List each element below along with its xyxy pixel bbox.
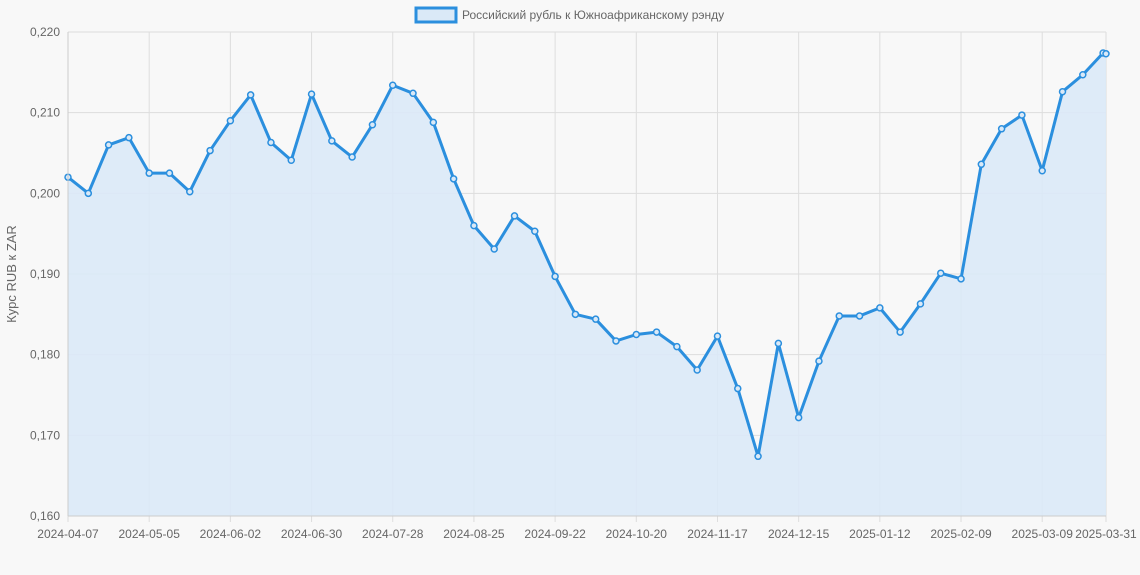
y-tick-label: 0,170	[30, 428, 60, 442]
data-point	[794, 413, 803, 422]
x-tick-label: 2024-06-02	[200, 527, 262, 541]
data-point	[652, 328, 661, 336]
data-point	[226, 116, 235, 125]
data-point	[876, 304, 884, 312]
data-point	[84, 189, 93, 198]
series-area-fill	[68, 52, 1106, 517]
series-points	[64, 49, 1110, 461]
y-tick-label: 0,220	[30, 25, 60, 39]
data-point	[287, 156, 296, 165]
x-tick-label: 2024-08-25	[443, 527, 505, 541]
x-tick-label: 2024-06-30	[281, 527, 343, 541]
data-point	[1058, 87, 1067, 96]
data-point	[145, 169, 153, 177]
y-axis-label: Курс RUB к ZAR	[4, 225, 19, 323]
x-tick-label: 2024-09-22	[524, 527, 586, 541]
y-tick-label: 0,210	[30, 106, 60, 120]
data-point	[896, 328, 904, 336]
x-tick-label: 2025-02-09	[930, 527, 992, 541]
data-point	[936, 269, 945, 277]
y-tick-label: 0,200	[30, 186, 60, 200]
x-tick-label: 2024-04-07	[37, 527, 99, 541]
data-point	[470, 221, 478, 230]
data-point	[734, 384, 742, 393]
data-point	[531, 227, 539, 235]
data-point	[429, 118, 438, 127]
data-point	[186, 187, 194, 196]
data-point	[693, 366, 701, 374]
data-point	[125, 133, 133, 142]
data-point	[409, 89, 417, 98]
data-point	[104, 141, 113, 149]
legend-swatch	[414, 6, 458, 24]
x-tick-label: 2025-03-31	[1075, 527, 1137, 541]
y-tick-label: 0,180	[30, 348, 60, 362]
data-point	[977, 160, 986, 169]
data-point	[571, 310, 580, 319]
data-point	[1018, 111, 1026, 119]
x-tick-label: 2025-01-12	[849, 527, 911, 541]
data-point	[754, 452, 762, 461]
data-point	[591, 315, 600, 323]
data-point	[1038, 166, 1046, 175]
x-tick-label: 2024-12-15	[768, 527, 830, 541]
data-point	[490, 245, 498, 253]
data-point	[997, 125, 1006, 133]
data-point	[835, 312, 844, 320]
data-point	[267, 138, 275, 147]
data-point	[348, 153, 356, 161]
data-point	[957, 275, 965, 283]
x-tick-label: 2024-07-28	[362, 527, 424, 541]
data-point	[1102, 50, 1110, 58]
data-point	[368, 121, 377, 129]
data-point	[307, 90, 316, 98]
data-point	[612, 337, 620, 345]
x-tick-label: 2025-03-09	[1012, 527, 1074, 541]
y-tick-label: 0,190	[30, 267, 60, 281]
legend[interactable]: Российский рубль к Южноафриканскому рэнд…	[414, 6, 724, 24]
data-point	[815, 357, 823, 365]
series-area	[67, 51, 1107, 517]
data-point	[916, 300, 925, 308]
x-tick-label: 2024-05-05	[118, 527, 180, 541]
data-point	[855, 312, 864, 320]
data-point	[246, 91, 255, 99]
data-point	[551, 272, 559, 281]
x-tick-label: 2024-11-17	[687, 527, 748, 541]
data-point	[713, 332, 722, 340]
data-point	[328, 137, 336, 145]
axes: 0,160 0,170 0,180 0,190 0,200 0,210 0,220 2024-…	[30, 25, 1137, 541]
data-point	[774, 339, 783, 348]
data-point	[449, 175, 458, 183]
data-point	[165, 169, 174, 177]
data-point	[388, 81, 397, 89]
y-tick-label: 0,160	[30, 509, 60, 523]
legend-label: Российский рубль к Южноафриканскому рэнд…	[462, 8, 724, 22]
x-tick-label: 2024-10-20	[606, 527, 668, 541]
data-point	[206, 146, 214, 155]
data-point	[673, 342, 681, 351]
data-point	[1079, 71, 1087, 79]
data-point	[632, 330, 641, 339]
data-point	[510, 212, 519, 220]
